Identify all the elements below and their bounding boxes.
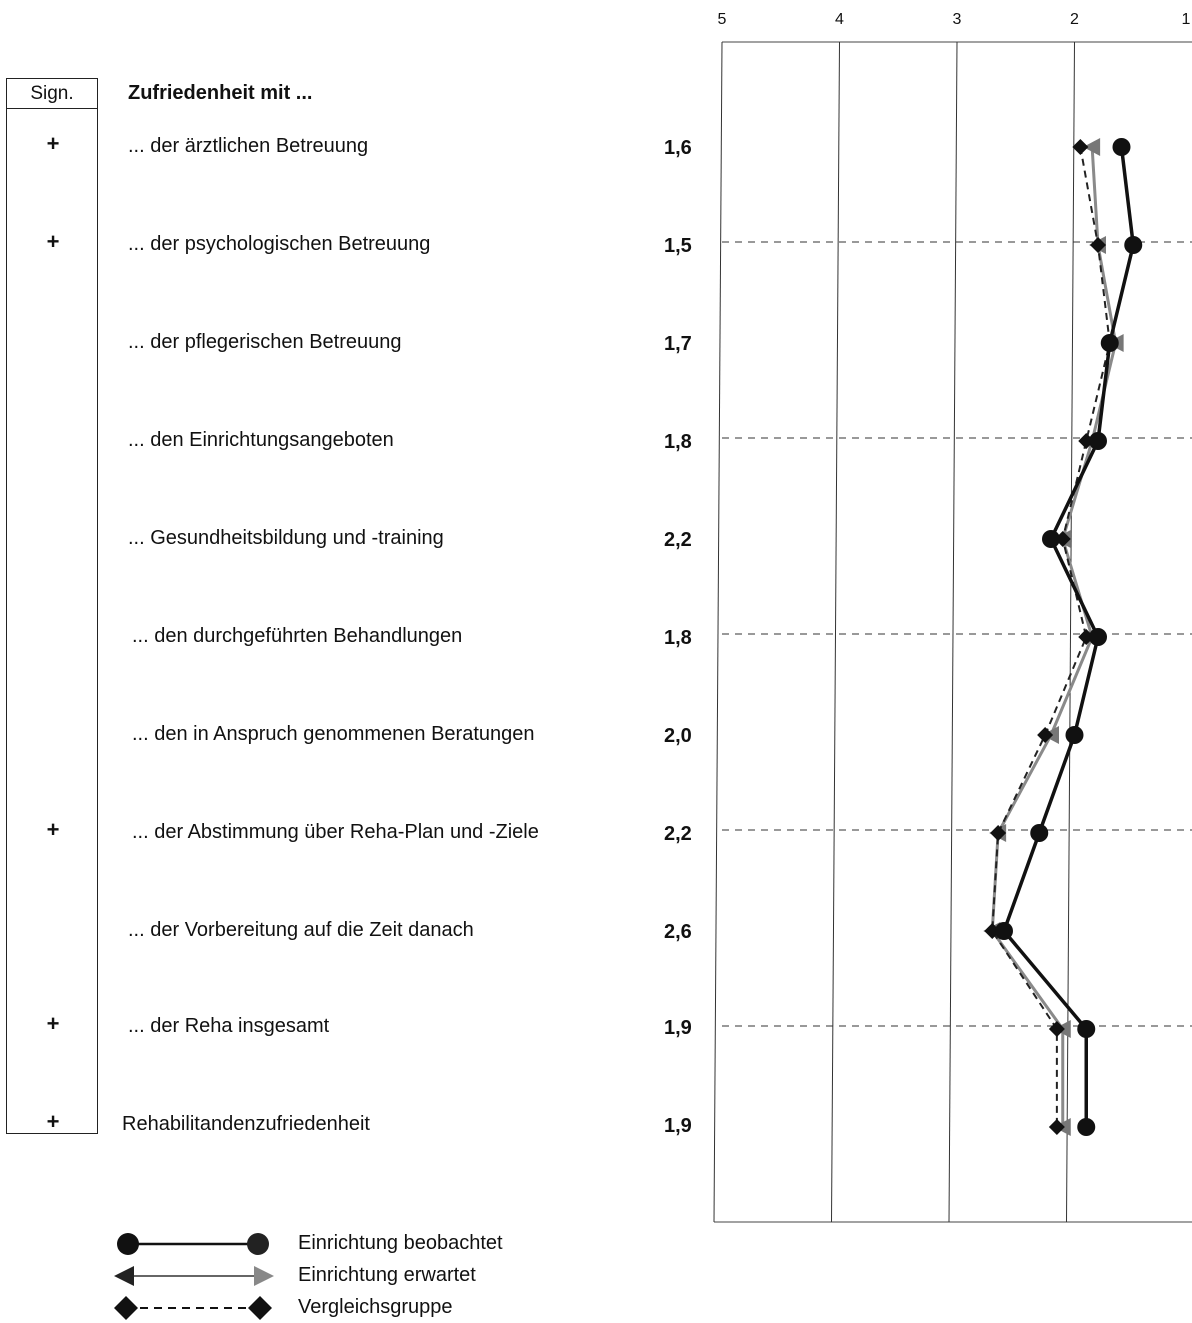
data-point-observed xyxy=(1100,334,1119,352)
row-score: 2,0 xyxy=(664,725,692,747)
section-title: Zufriedenheit mit ... xyxy=(128,82,313,104)
series-line-diamond xyxy=(991,146,1111,1127)
legend-item-expected: Einrichtung erwartet xyxy=(110,1262,530,1290)
data-point-observed xyxy=(1077,1118,1096,1136)
legend-observed-icon xyxy=(117,1233,269,1255)
sign-mark: + xyxy=(46,817,60,842)
data-point-comparison xyxy=(1048,1119,1065,1135)
sign-mark: + xyxy=(46,131,60,156)
row-label: ... Gesundheitsbildung und -training xyxy=(128,527,444,549)
row-label: ... der Reha insgesamt xyxy=(128,1015,330,1037)
sign-mark: + xyxy=(46,1109,60,1134)
data-point-observed xyxy=(1112,138,1131,156)
row-score: 2,2 xyxy=(664,823,692,845)
row-score: 1,9 xyxy=(664,1017,692,1039)
data-point-comparison xyxy=(1090,237,1106,253)
grid-line-vertical xyxy=(1066,41,1075,1223)
legend-item-comparison: Vergleichsgruppe xyxy=(110,1294,530,1322)
row-score: 2,2 xyxy=(664,529,692,551)
row-score: 1,5 xyxy=(664,235,692,257)
row-label: ... der psychologischen Betreuung xyxy=(128,233,431,255)
x-tick-label: 4 xyxy=(835,11,844,28)
row-score: 2,6 xyxy=(664,921,692,943)
sign-mark: + xyxy=(46,1011,60,1036)
row-label: ... der pflegerischen Betreuung xyxy=(128,331,402,353)
grid-line-vertical xyxy=(713,41,723,1223)
data-point-comparison xyxy=(1072,139,1089,155)
row-score: 1,7 xyxy=(664,333,692,355)
data-point-observed xyxy=(1077,1020,1096,1038)
sign-header: Sign. xyxy=(7,79,97,109)
data-point-observed xyxy=(1089,628,1107,646)
sign-mark: + xyxy=(46,229,60,254)
legend-label-expected: Einrichtung erwartet xyxy=(298,1264,476,1286)
row-score: 1,9 xyxy=(664,1115,692,1137)
data-point-expected xyxy=(1083,138,1101,156)
x-tick-label: 3 xyxy=(953,11,962,28)
x-tick-label: 5 xyxy=(718,11,727,28)
data-point-comparison xyxy=(1048,1021,1065,1037)
data-point-observed xyxy=(1065,726,1084,744)
data-point-observed xyxy=(1124,236,1143,254)
x-tick-label: 1 xyxy=(1182,11,1191,28)
row-label: ... den durchgeführten Behandlungen xyxy=(132,625,463,647)
grid-line-vertical xyxy=(948,41,958,1223)
x-tick-label: 2 xyxy=(1070,11,1079,28)
row-label: ... der Vorbereitung auf die Zeit danach xyxy=(128,919,474,941)
row-score: 1,6 xyxy=(664,137,692,159)
row-label: ... den in Anspruch genommenen Beratunge… xyxy=(132,723,535,745)
row-score: 1,8 xyxy=(664,627,692,649)
data-point-comparison xyxy=(990,825,1007,841)
row-score: 1,8 xyxy=(664,431,692,453)
row-label: Rehabilitandenzufriedenheit xyxy=(122,1113,370,1135)
data-point-observed xyxy=(1042,530,1060,548)
legend-comparison-icon xyxy=(114,1296,272,1320)
legend-label-observed: Einrichtung beobachtet xyxy=(298,1232,503,1254)
legend-expected-icon xyxy=(114,1266,274,1286)
data-point-observed xyxy=(1089,432,1107,450)
sign-column: Sign. + + + + + xyxy=(6,78,98,1134)
legend-item-observed: Einrichtung beobachtet xyxy=(110,1230,530,1258)
data-point-comparison xyxy=(1037,727,1054,743)
legend-label-comparison: Vergleichsgruppe xyxy=(298,1296,453,1318)
row-label: ... den Einrichtungsangeboten xyxy=(128,429,394,451)
row-label: ... der Abstimmung über Reha-Plan und -Z… xyxy=(132,821,539,843)
row-label: ... der ärztlichen Betreuung xyxy=(128,135,369,157)
grid-line-vertical xyxy=(831,41,840,1223)
data-point-observed xyxy=(1030,824,1049,842)
data-point-observed xyxy=(995,922,1013,940)
